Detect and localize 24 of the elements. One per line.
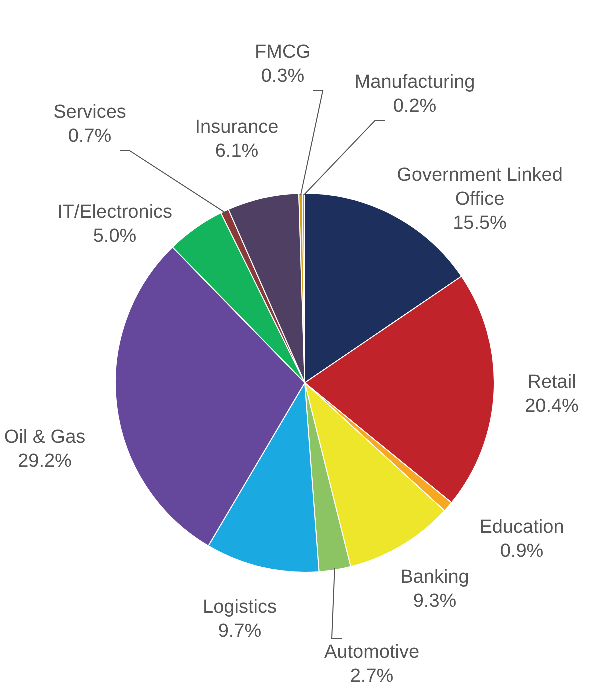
data-label: 9.3% — [413, 591, 457, 612]
slice-label: IT/Electronics — [57, 202, 173, 224]
data-label: 0.2% — [393, 96, 437, 118]
slice-label: Services — [54, 102, 126, 124]
slice-label: Automotive — [324, 642, 420, 664]
slice-label: FMCG — [255, 42, 311, 64]
slice-label: Retail — [528, 372, 576, 394]
data-label: 0.3% — [261, 66, 305, 88]
slice-label: Education — [480, 517, 564, 538]
data-label: 6.1% — [215, 141, 259, 162]
data-label: 2.7% — [350, 666, 394, 688]
data-label: 20.4% — [525, 396, 580, 418]
slice-label: Oil & Gas — [4, 427, 86, 448]
data-label: 0.9% — [500, 541, 544, 562]
data-label: 0.7% — [68, 126, 112, 148]
data-label: 5.0% — [93, 226, 137, 248]
slice-label: Government Linked Office — [397, 165, 563, 210]
slice-label: Insurance — [195, 117, 279, 138]
slice-label: Manufacturing — [354, 72, 476, 94]
slice-label: Logistics — [203, 597, 277, 618]
data-label: 15.5% — [453, 213, 508, 234]
slice-label: Banking — [400, 567, 470, 588]
data-label: 29.2% — [18, 451, 72, 472]
data-label: 9.7% — [218, 621, 262, 642]
